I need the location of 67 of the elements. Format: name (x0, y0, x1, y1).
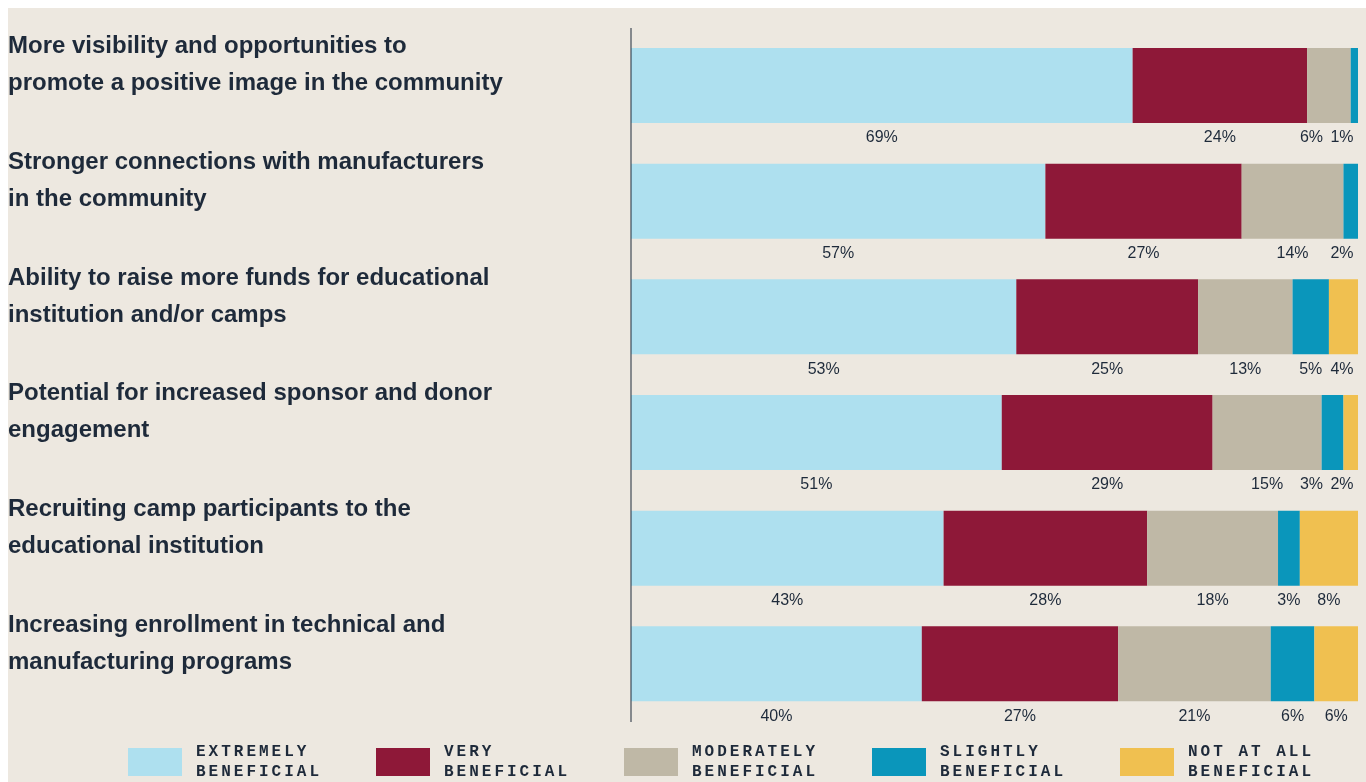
data-label: 15% (1251, 475, 1284, 493)
bar (1147, 510, 1279, 586)
data-label: 40% (760, 706, 793, 724)
data-label: 4% (1330, 359, 1354, 377)
data-label: 13% (1229, 359, 1262, 377)
bar (631, 279, 1017, 355)
bar (631, 510, 944, 586)
bar (1016, 279, 1199, 355)
legend-label: MODERATELY BENEFICIAL (692, 742, 819, 782)
data-label: 2% (1330, 475, 1354, 493)
data-label: 43% (771, 590, 804, 608)
bar (1132, 48, 1308, 123)
data-label: 6% (1324, 706, 1348, 724)
data-label: 1% (1330, 128, 1354, 146)
bar (921, 626, 1119, 702)
bar (1198, 279, 1293, 355)
bar (631, 626, 922, 702)
bar (1343, 395, 1358, 470)
bar (1278, 510, 1300, 586)
y-tick-label: Stronger connections with manufacturers in the community (8, 147, 485, 212)
data-label: 24% (1203, 128, 1236, 146)
y-tick-label: Increasing enrollment in technical and manufacturing programs (8, 610, 446, 675)
y-tick-label: Ability to raise more funds for educational institution and/or camps (8, 263, 490, 328)
data-label: 69% (865, 128, 898, 146)
bar (1292, 279, 1329, 355)
bar (1241, 163, 1344, 239)
y-tick-label: Potential for increased sponsor and donor engagement (8, 378, 493, 443)
bar (1118, 626, 1271, 702)
y-tick-label: More visibility and opportunities to promote a positive image in the community (8, 31, 504, 96)
data-label: 21% (1178, 706, 1211, 724)
legend-label: SLIGHTLY BENEFICIAL (940, 742, 1067, 782)
data-label: 5% (1299, 359, 1323, 377)
bar (943, 510, 1148, 586)
data-label: 8% (1317, 590, 1341, 608)
data-label: 57% (822, 243, 855, 261)
bar (1307, 48, 1351, 123)
bar (1314, 626, 1358, 702)
data-label: 3% (1277, 590, 1301, 608)
data-label: 27% (1003, 706, 1036, 724)
data-label: 27% (1127, 243, 1160, 261)
bar (1350, 48, 1358, 123)
bar (631, 163, 1046, 239)
bar (1321, 395, 1344, 470)
data-label: 3% (1299, 475, 1324, 493)
data-label: 6% (1281, 706, 1305, 724)
bar (1343, 163, 1358, 239)
bar (1299, 510, 1358, 586)
y-tick-label: Recruiting camp participants to the educational institution (8, 494, 411, 559)
bar (1001, 395, 1213, 470)
legend-label: EXTREMELY BENEFICIAL (196, 742, 323, 782)
legend-label: VERY BENEFICIAL (444, 742, 571, 782)
bar (631, 395, 1002, 470)
data-label: 25% (1091, 359, 1124, 377)
data-label: 53% (807, 359, 840, 377)
data-label: 29% (1091, 475, 1124, 493)
data-label: 14% (1276, 243, 1309, 261)
bar (1270, 626, 1315, 702)
data-label: 18% (1196, 590, 1229, 608)
data-label: 6% (1299, 128, 1324, 146)
bar (1328, 279, 1358, 355)
data-label: 2% (1330, 243, 1354, 261)
bar (1212, 395, 1322, 470)
bar (1045, 163, 1242, 239)
data-label: 28% (1029, 590, 1062, 608)
legend-label: NOT AT ALL BENEFICIAL (1188, 742, 1315, 782)
data-label: 51% (800, 475, 833, 493)
bar (631, 48, 1133, 123)
